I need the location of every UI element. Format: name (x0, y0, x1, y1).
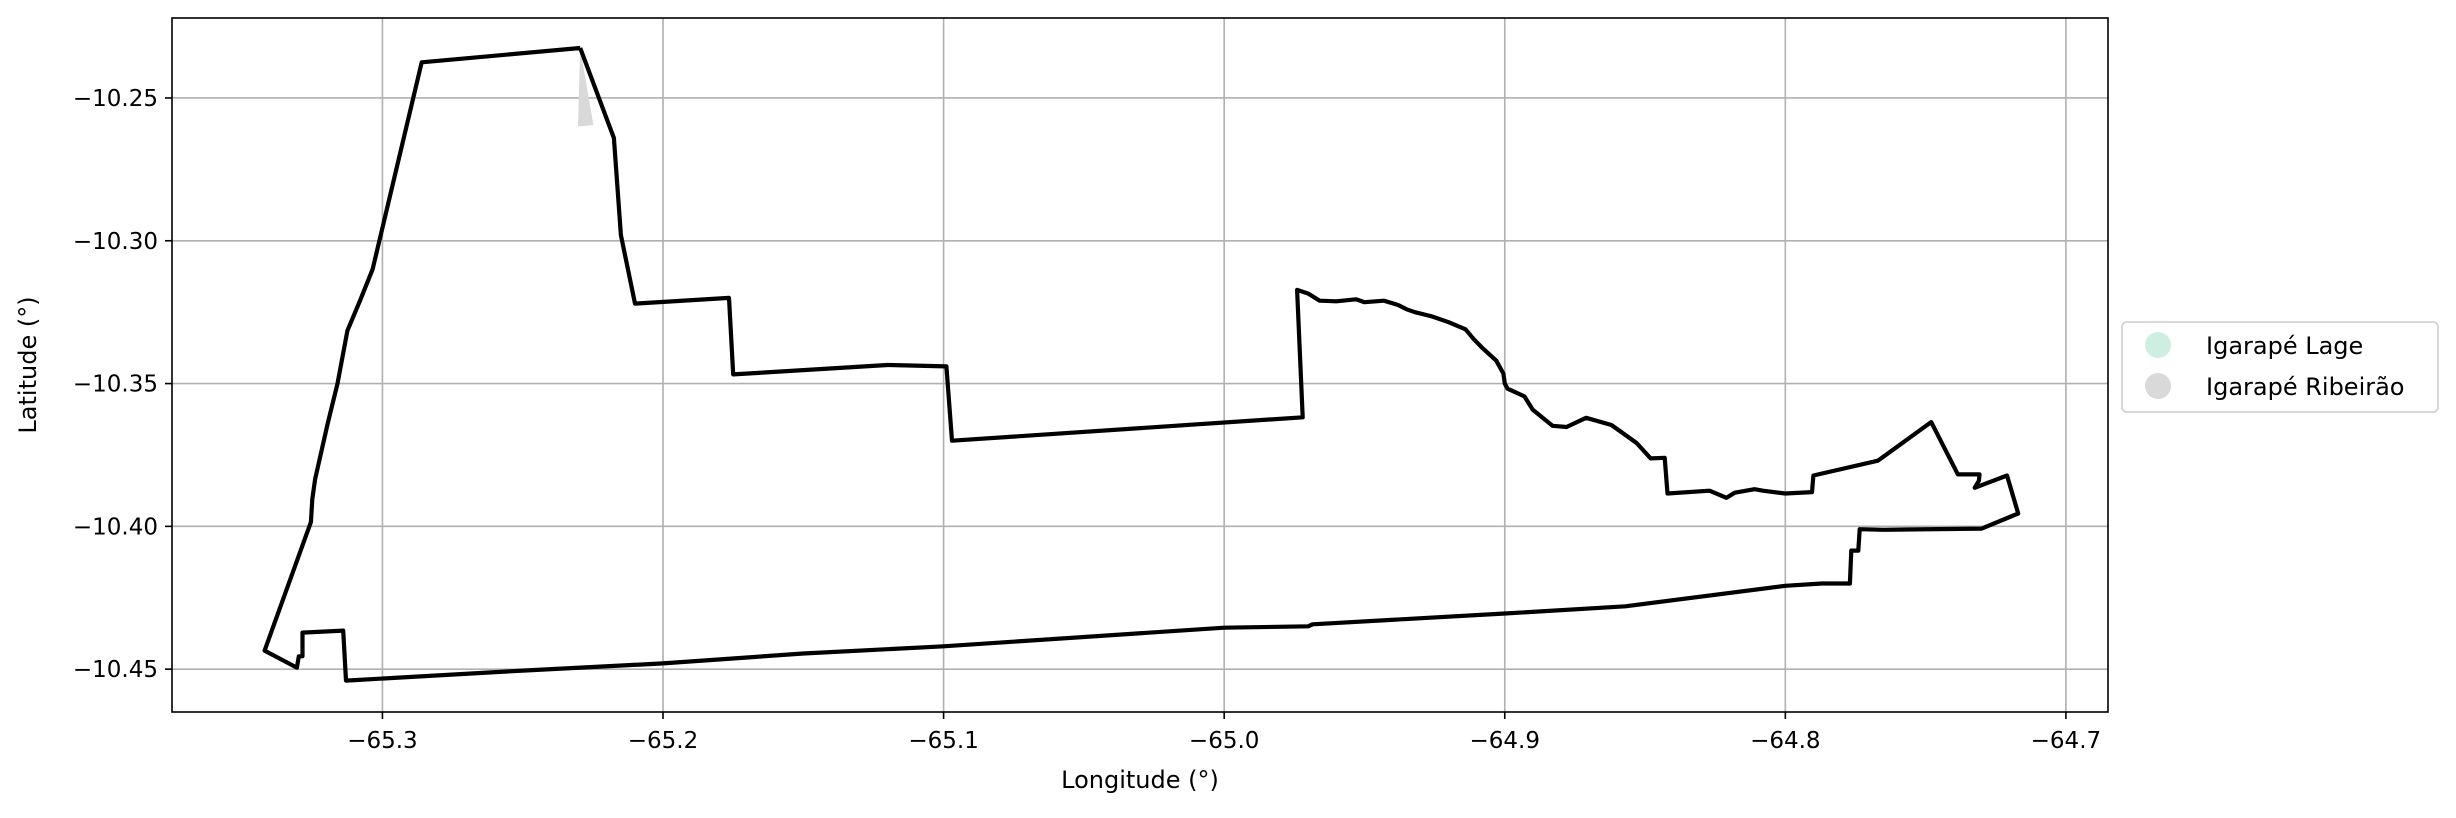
y-tick-label: −10.35 (73, 372, 158, 398)
x-tick-label: −64.8 (1750, 728, 1820, 754)
x-axis-label: Longitude (°) (1061, 766, 1219, 794)
legend-marker-igarape-ribeirao (2145, 373, 2171, 399)
x-tick-label: −64.7 (2031, 728, 2101, 754)
tick-layer: −65.3 −65.2 −65.1 −65.0 −64.9 −64.8 −64.7 −10.2… (73, 86, 2101, 754)
x-tick-label: −64.9 (1470, 728, 1540, 754)
y-tick-label: −10.30 (73, 229, 158, 255)
legend-label-igarape-ribeirao: Igarapé Ribeirão (2206, 373, 2405, 401)
y-tick-label: −10.40 (73, 514, 158, 540)
legend-marker-igarape-lage (2145, 332, 2171, 358)
legend: Igarapé Lage Igarapé Ribeirão (2121, 321, 2439, 413)
x-tick-label: −65.0 (1189, 728, 1259, 754)
x-tick-label: −65.2 (628, 728, 698, 754)
y-axis-label: Latitude (°) (14, 296, 42, 433)
grid-layer (172, 18, 2108, 712)
legend-label-igarape-lage: Igarapé Lage (2206, 332, 2363, 360)
plot-frame (171, 17, 2109, 713)
shaded-watershed-region (578, 48, 594, 127)
watershed-boundary (262, 45, 2021, 683)
shade-layer (578, 48, 594, 127)
y-tick-label: −10.25 (73, 86, 158, 112)
boundary-layer (262, 45, 2021, 683)
y-tick-label: −10.45 (73, 657, 158, 683)
x-tick-label: −65.3 (347, 728, 417, 754)
x-tick-label: −65.1 (908, 728, 978, 754)
legend-box (2121, 321, 2439, 413)
